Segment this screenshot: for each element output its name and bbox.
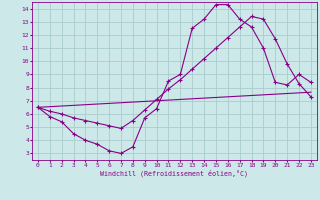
X-axis label: Windchill (Refroidissement éolien,°C): Windchill (Refroidissement éolien,°C) (100, 169, 248, 177)
